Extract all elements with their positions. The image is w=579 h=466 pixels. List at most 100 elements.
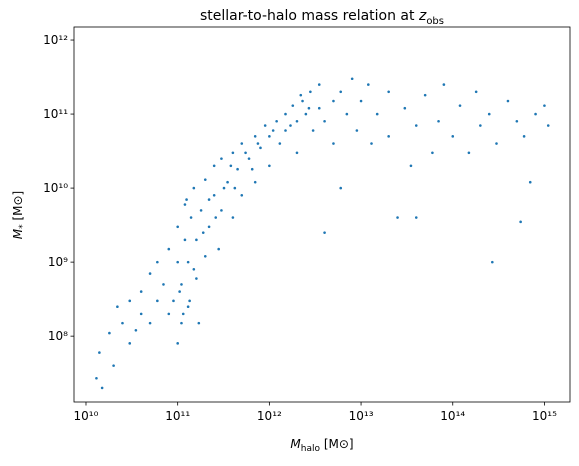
point bbox=[309, 90, 312, 94]
point bbox=[189, 216, 193, 219]
y-tick-label: 10¹² bbox=[43, 33, 68, 47]
x-tick-label: 10¹⁴ bbox=[440, 409, 465, 423]
point bbox=[479, 124, 482, 127]
point bbox=[332, 142, 335, 145]
point bbox=[186, 305, 190, 308]
point bbox=[474, 90, 478, 94]
point bbox=[284, 112, 287, 116]
point bbox=[506, 99, 510, 103]
point bbox=[295, 151, 299, 155]
point bbox=[275, 119, 278, 123]
x-tick-label: 10¹³ bbox=[349, 409, 374, 423]
point bbox=[186, 260, 190, 264]
point bbox=[116, 305, 119, 308]
point bbox=[543, 104, 546, 107]
point bbox=[350, 77, 354, 81]
point bbox=[387, 135, 390, 138]
point bbox=[231, 151, 235, 155]
point bbox=[307, 106, 311, 110]
point bbox=[176, 342, 179, 345]
point bbox=[98, 351, 101, 354]
point bbox=[134, 328, 138, 332]
point bbox=[236, 167, 239, 171]
y-tick-label: 10¹¹ bbox=[43, 107, 68, 121]
point bbox=[162, 283, 165, 286]
point bbox=[546, 124, 550, 127]
point bbox=[95, 376, 98, 380]
point bbox=[295, 119, 299, 123]
y-label-unit: [M⊙] bbox=[11, 191, 25, 225]
chart-title: stellar-to-halo mass relation at zobs bbox=[200, 8, 444, 27]
point bbox=[253, 135, 257, 138]
point bbox=[467, 151, 471, 155]
point bbox=[534, 112, 537, 116]
point bbox=[212, 164, 216, 168]
point bbox=[451, 135, 455, 138]
point bbox=[250, 167, 254, 171]
point bbox=[183, 203, 187, 206]
point bbox=[359, 99, 363, 103]
y-axis-label: M* [M⊙] bbox=[11, 191, 28, 239]
point bbox=[278, 142, 282, 145]
point bbox=[409, 164, 413, 168]
y-label-main: M bbox=[11, 228, 25, 239]
point bbox=[185, 198, 188, 201]
point bbox=[522, 135, 526, 138]
point bbox=[139, 290, 143, 293]
x-tick-label: 10¹² bbox=[257, 409, 282, 423]
point bbox=[284, 129, 287, 132]
point bbox=[299, 93, 303, 97]
point bbox=[156, 299, 159, 303]
point bbox=[188, 299, 191, 303]
point bbox=[156, 260, 159, 264]
point bbox=[240, 193, 244, 197]
point bbox=[304, 112, 308, 116]
point bbox=[271, 129, 275, 132]
point bbox=[259, 146, 262, 150]
point bbox=[176, 260, 179, 264]
point bbox=[317, 83, 321, 86]
point bbox=[207, 225, 211, 229]
y-tick-label: 10⁹ bbox=[48, 255, 68, 269]
point bbox=[519, 220, 522, 224]
point bbox=[253, 180, 257, 184]
point bbox=[375, 112, 379, 116]
y-label-sub: * bbox=[18, 224, 28, 229]
y-tick-label: 10⁸ bbox=[48, 329, 68, 343]
point bbox=[197, 321, 201, 325]
point bbox=[311, 129, 315, 132]
point bbox=[195, 277, 198, 280]
point bbox=[345, 112, 349, 116]
point bbox=[256, 142, 260, 145]
point bbox=[100, 386, 104, 390]
point bbox=[367, 83, 370, 86]
x-tick-label: 10¹⁵ bbox=[532, 409, 557, 423]
point bbox=[515, 119, 519, 123]
point bbox=[180, 283, 183, 286]
point bbox=[203, 178, 207, 181]
point bbox=[268, 135, 271, 138]
point bbox=[192, 186, 196, 190]
x-label-sub: halo bbox=[301, 444, 321, 454]
point bbox=[247, 157, 251, 160]
plot-frame bbox=[73, 26, 571, 403]
x-tick-label: 10¹⁰ bbox=[74, 409, 99, 423]
point bbox=[403, 106, 407, 110]
point bbox=[437, 119, 440, 123]
point bbox=[339, 90, 343, 94]
point bbox=[172, 299, 175, 303]
point bbox=[387, 90, 390, 94]
point bbox=[431, 151, 434, 155]
point bbox=[148, 321, 152, 325]
point bbox=[203, 254, 207, 258]
point bbox=[487, 112, 491, 116]
point bbox=[458, 104, 462, 107]
point bbox=[396, 216, 399, 219]
point bbox=[233, 186, 237, 190]
point bbox=[317, 106, 321, 110]
point bbox=[332, 99, 335, 103]
x-label-main: M bbox=[290, 437, 301, 451]
point bbox=[183, 238, 187, 242]
point bbox=[217, 247, 220, 251]
